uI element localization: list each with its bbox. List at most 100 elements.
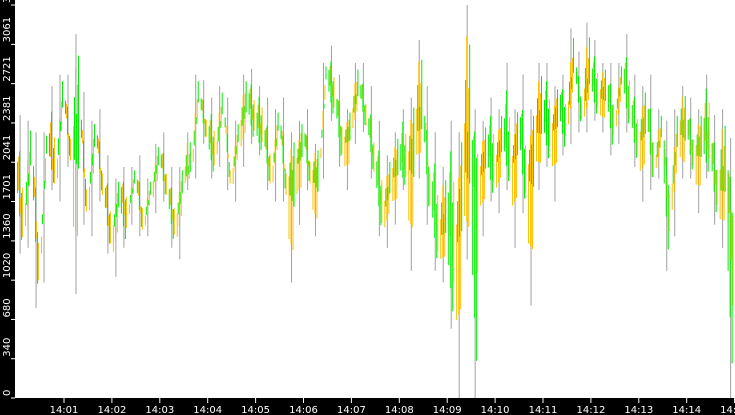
x-tick-label: 14:01 <box>50 405 79 415</box>
x-tick-label: 14:03 <box>145 405 174 415</box>
candle <box>288 132 295 283</box>
candle <box>623 34 630 133</box>
candle <box>336 74 343 167</box>
candle <box>440 166 447 283</box>
candle <box>352 62 359 144</box>
candle <box>520 74 527 214</box>
candle <box>280 97 287 202</box>
candle <box>376 120 383 237</box>
plot-area <box>15 0 735 398</box>
candle <box>41 132 48 283</box>
candle <box>33 132 40 308</box>
candle <box>432 132 439 271</box>
candle <box>384 155 391 248</box>
x-tick-label: 14:15 <box>720 405 735 415</box>
candle <box>344 109 351 191</box>
candle <box>296 120 303 225</box>
candle <box>144 178 151 237</box>
y-tick-label: 1360 <box>2 213 13 238</box>
candle <box>72 34 79 295</box>
candle <box>96 109 103 202</box>
candle <box>104 155 111 254</box>
candle <box>416 39 423 179</box>
candle <box>687 97 694 179</box>
y-tick-label: 0 <box>2 390 13 396</box>
candle <box>232 120 239 202</box>
candle <box>719 109 726 248</box>
candle <box>631 74 638 167</box>
candle <box>679 86 686 179</box>
candle <box>695 109 702 214</box>
x-tick-label: 14:11 <box>529 405 558 415</box>
candle <box>88 120 95 237</box>
candle <box>583 22 590 133</box>
y-tick-label: 340 <box>2 338 13 357</box>
candle <box>512 109 519 248</box>
candle <box>647 74 654 191</box>
candle <box>400 109 407 191</box>
x-tick-label: 14:13 <box>624 405 653 415</box>
candle <box>240 74 247 167</box>
x-tick-label: 14:04 <box>193 405 222 415</box>
candle <box>655 109 662 179</box>
candle <box>248 68 255 144</box>
candle <box>120 166 127 248</box>
candle <box>184 132 191 191</box>
candle <box>496 109 503 214</box>
candle <box>607 62 614 156</box>
candle <box>559 74 566 156</box>
candle <box>49 86 56 191</box>
candle <box>456 132 463 398</box>
candle <box>615 62 622 144</box>
y-tick-label: 3061 <box>2 17 13 42</box>
candle <box>528 109 535 306</box>
bars-group <box>17 5 734 398</box>
candle <box>192 74 199 179</box>
x-tick-label: 14:08 <box>385 405 414 415</box>
candle <box>488 97 495 202</box>
candle <box>424 86 431 225</box>
x-tick-label: 14:09 <box>433 405 462 415</box>
y-tick-label: 1020 <box>2 253 13 278</box>
y-tick-label: 2041 <box>2 135 13 160</box>
candle <box>536 62 543 191</box>
candle <box>57 74 64 202</box>
x-tick-label: 14:06 <box>289 405 318 415</box>
candle <box>703 74 710 179</box>
candle <box>504 62 511 191</box>
candle <box>591 39 598 121</box>
y-tick-label: 1701 <box>2 174 13 199</box>
candle <box>599 62 606 133</box>
candle <box>320 62 327 179</box>
y-tick-label: 3402 <box>2 0 13 3</box>
candle <box>80 91 87 225</box>
candle <box>208 97 215 179</box>
y-tick-label: 2381 <box>2 95 13 120</box>
candle <box>136 155 143 237</box>
candle <box>17 114 24 254</box>
x-tick-label: 14:07 <box>337 405 366 415</box>
candle <box>360 62 367 133</box>
x-tick-label: 14:05 <box>241 405 270 415</box>
candle <box>168 166 175 248</box>
candle <box>25 120 32 248</box>
candle <box>200 80 207 144</box>
x-tick-label: 14:02 <box>97 405 126 415</box>
candle <box>216 86 223 167</box>
candle <box>272 109 279 202</box>
candle <box>472 109 479 398</box>
x-tick-label: 14:12 <box>576 405 605 415</box>
candle <box>551 86 558 202</box>
candle <box>408 97 415 271</box>
candle <box>264 97 271 191</box>
candle <box>480 120 487 237</box>
candle <box>328 45 335 121</box>
candle <box>464 5 471 260</box>
candle <box>671 109 678 237</box>
candle <box>727 138 734 398</box>
candle <box>304 109 311 191</box>
x-axis: 14:01 14:02 14:03 14:04 14:05 14:06 14:07 14:08… <box>50 398 735 415</box>
candle <box>65 74 71 167</box>
candle <box>160 132 167 202</box>
